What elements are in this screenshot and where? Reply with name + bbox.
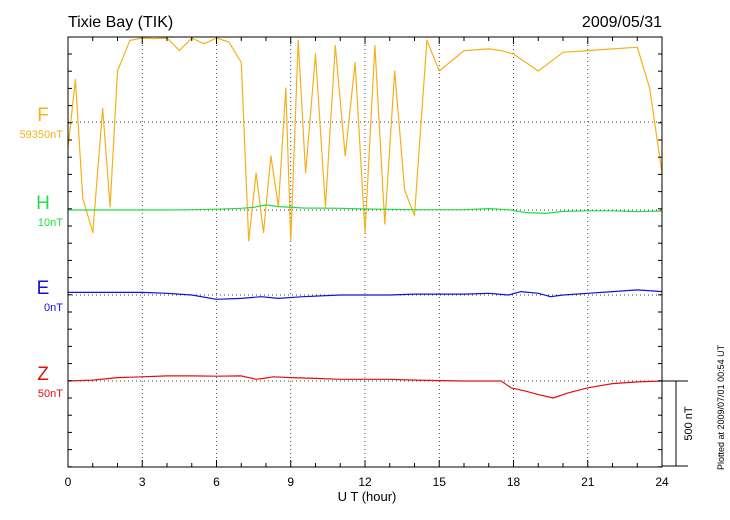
series-layer [67,37,663,399]
x-tick-label: 9 [287,475,294,489]
x-axis-label: U T (hour) [338,489,397,504]
series-name-e: E [37,278,50,299]
x-tick-label: 15 [433,475,447,489]
x-tick-label: 0 [65,475,72,489]
series-baseline-h: 10nT [38,217,63,229]
grid [68,37,662,467]
series-name-z: Z [37,364,49,385]
series-baseline-f: 59350nT [20,129,64,141]
component-labels: F 59350nT H 10nT E 0nT Z 50nT [20,105,64,400]
x-tick-label: 6 [213,475,220,489]
series-line-e [68,289,663,300]
series-line-f [67,37,663,242]
x-tick-label: 21 [581,475,595,489]
axis-ticks: 0 3 6 9 12 15 18 21 24 [65,37,669,489]
plotted-note: Plotted at 2009/07/01 00:54 UT [716,344,726,470]
series-line-z [67,375,663,399]
scale-bar-label: 500 nT [683,406,695,441]
series-baseline-z: 50nT [38,388,63,400]
series-line-h [68,204,663,214]
series-name-h: H [36,193,50,214]
x-tick-label: 3 [139,475,146,489]
series-baseline-e: 0nT [44,302,63,314]
date-title: 2009/05/31 [582,14,662,31]
station-title: Tixie Bay (TIK) [68,14,173,31]
x-tick-label: 24 [655,475,669,489]
x-tick-label: 12 [358,475,372,489]
series-name-f: F [37,105,49,126]
x-tick-label: 18 [507,475,521,489]
scale-bar: 500 nT [662,380,695,467]
